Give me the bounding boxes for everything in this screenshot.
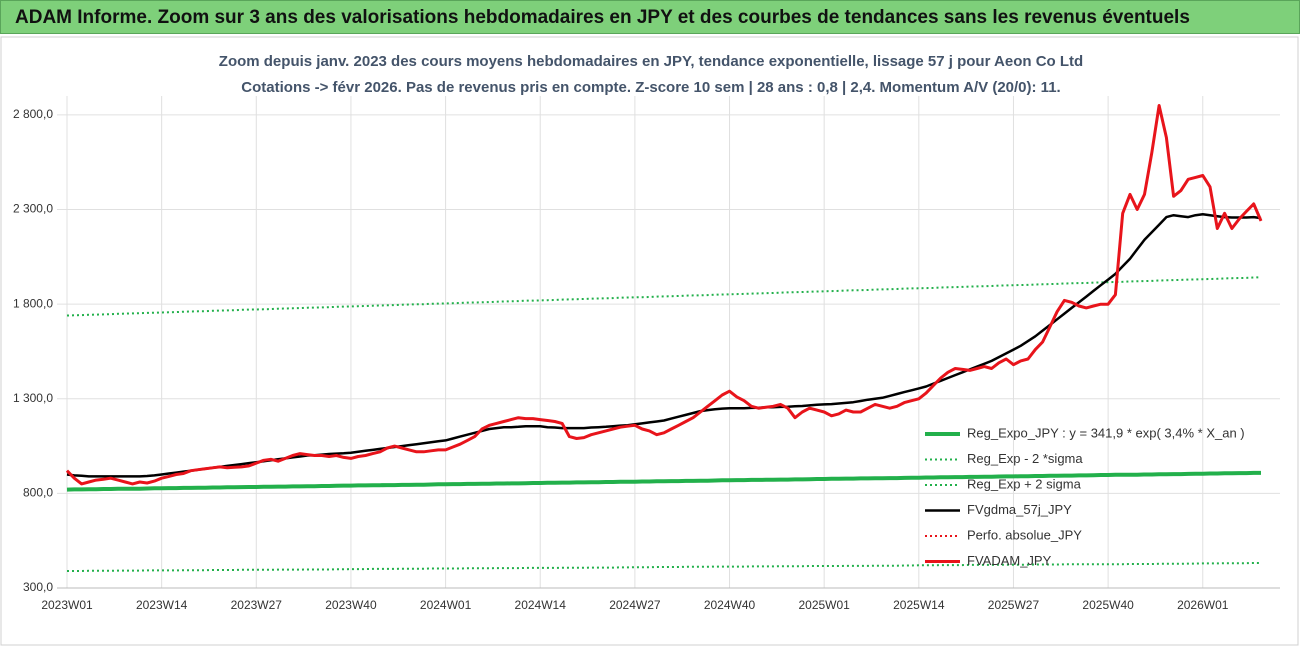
chart: Zoom depuis janv. 2023 des cours moyens … [0, 36, 1299, 646]
x-tick-label: 2024W01 [420, 598, 472, 612]
y-tick-label: 800,0 [23, 486, 53, 500]
x-tick-label: 2023W40 [325, 598, 377, 612]
header-title: ADAM Informe. Zoom sur 3 ans des valoris… [0, 0, 1300, 34]
y-tick-label: 1 800,0 [13, 296, 53, 310]
y-tick-label: 300,0 [23, 580, 53, 594]
series-line [66, 276, 1262, 317]
legend-label: Perfo. absolue_JPY [967, 527, 1082, 542]
chart-subtitle: Cotations -> févr 2026. Pas de revenus p… [241, 79, 1060, 96]
x-tick-label: 2025W01 [798, 598, 850, 612]
legend-label: Reg_Exp + 2 sigma [967, 476, 1082, 491]
x-tick-label: 2025W40 [1082, 598, 1134, 612]
legend-label: FVgdma_57j_JPY [967, 502, 1072, 517]
x-tick-label: 2023W01 [41, 598, 93, 612]
x-tick-label: 2025W14 [893, 598, 945, 612]
x-tick-label: 2023W27 [231, 598, 283, 612]
series-line [67, 562, 1261, 572]
x-tick-label: 2024W27 [609, 598, 661, 612]
legend-label: Reg_Exp - 2 *sigma [967, 451, 1083, 466]
y-tick-label: 2 800,0 [13, 107, 53, 121]
legend-label: FVADAM_JPY [967, 553, 1052, 568]
chart-title: Zoom depuis janv. 2023 des cours moyens … [219, 53, 1083, 70]
x-tick-label: 2025W27 [988, 598, 1040, 612]
legend-label: Reg_Expo_JPY : y = 341,9 * exp( 3,4% * X… [967, 425, 1245, 440]
x-tick-label: 2024W40 [704, 598, 756, 612]
series-line [65, 104, 1263, 486]
x-tick-label: 2024W14 [515, 598, 567, 612]
series-line [66, 470, 1261, 492]
x-tick-label: 2023W14 [136, 598, 188, 612]
y-tick-label: 2 300,0 [13, 202, 53, 216]
chart-frame [0, 36, 1299, 646]
x-tick-label: 2026W01 [1177, 598, 1229, 612]
y-tick-label: 1 300,0 [13, 391, 53, 405]
